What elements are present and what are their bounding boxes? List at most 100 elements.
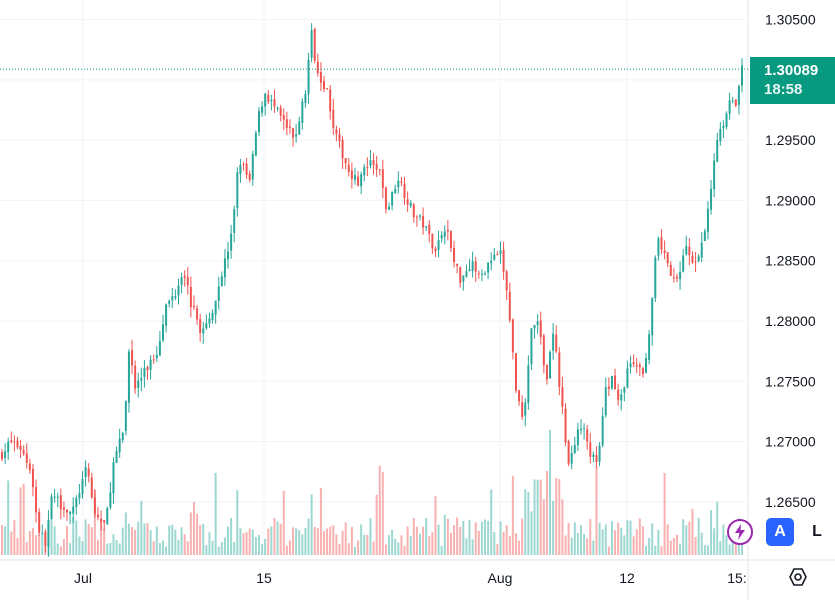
volume-bar [75,520,78,555]
candle-body [675,276,678,279]
candle-body [545,364,548,380]
auto-scale-button[interactable]: A [766,518,794,546]
candle-body [725,113,728,128]
volume-bar [431,532,434,555]
volume-bar [38,535,41,555]
candle-body [375,163,378,170]
volume-bar [409,536,412,555]
candle-body [155,355,158,359]
candle-body [449,231,452,249]
volume-bar [477,530,480,555]
volume-bar [47,520,50,555]
candle-body [645,358,648,373]
volume-bar [118,543,121,555]
volume-bar [131,527,134,555]
volume-bar [41,534,44,555]
candle-body [270,100,273,102]
volume-bar [347,543,350,555]
candle-body [279,107,282,116]
candle-body [412,204,415,217]
volume-bar [279,523,282,555]
volume-bar [697,517,700,555]
volume-bar [391,529,394,555]
volume-bar [570,537,573,555]
candle-body [223,258,226,278]
current-price-label: 1.30089 18:58 [750,57,835,105]
candle-body [360,174,363,187]
volume-bar [564,535,567,555]
candle-body [734,99,737,106]
volume-bar [81,541,84,555]
volume-bar [72,517,75,555]
volume-bar [360,524,363,555]
candle-body [115,451,118,463]
volume-bar [539,479,542,555]
volume-bar [394,538,397,555]
volume-bar [706,545,709,555]
volume-bar [186,541,189,555]
candle-body [703,230,706,242]
volume-bar [722,524,725,555]
candle-body [632,362,635,365]
candle-body [629,363,632,368]
candle-body [90,477,93,498]
candle-body [38,512,41,533]
candle-body [524,402,527,416]
volume-bar [648,537,651,555]
candle-body [16,440,19,448]
candle-body [567,440,570,464]
candle-body [409,202,412,207]
volume-bar [16,538,19,555]
lightning-icon[interactable] [727,519,753,545]
volume-bar [669,540,672,555]
volume-bar [663,473,666,555]
volume-bar [666,524,669,555]
candle-body [465,271,468,277]
volume-bar [112,534,115,555]
candle-body [298,121,301,135]
candle-body [592,454,595,458]
volume-bar [143,523,146,555]
volume-bar [542,499,545,555]
settings-icon[interactable] [787,566,809,588]
candle-body [208,318,211,324]
candle-body [598,445,601,462]
volume-bar [623,535,626,555]
candle-body [666,252,669,264]
volume-bar [292,527,295,555]
volume-bar [719,541,722,555]
candle-body [527,365,530,403]
candle-body [199,319,202,334]
candle-body [81,478,84,495]
candle-body [261,106,264,113]
candle-body [415,216,418,218]
volume-bar [115,540,118,555]
candle-body [248,173,251,180]
candle-body [431,233,434,249]
candle-body [468,269,471,272]
candle-body [617,389,620,401]
candle-body [731,100,734,102]
candle-body [400,181,403,183]
volume-bar [53,526,56,555]
log-scale-button[interactable]: L [803,518,831,546]
candle-body [496,254,499,256]
volume-bar [96,539,99,555]
candle-body [641,368,644,375]
volume-bar [626,520,629,555]
volume-bar [180,527,183,555]
candle-body [100,518,103,522]
volume-bar [388,535,391,555]
candle-body [109,492,112,508]
volume-bar [158,543,161,555]
candle-body [319,72,322,83]
candle-body [713,160,716,190]
volume-bar [474,522,477,555]
volume-bar [583,533,586,555]
volume-bar [282,490,285,555]
volume-bar [691,508,694,555]
candle-body [505,271,508,291]
candle-body [499,250,502,254]
